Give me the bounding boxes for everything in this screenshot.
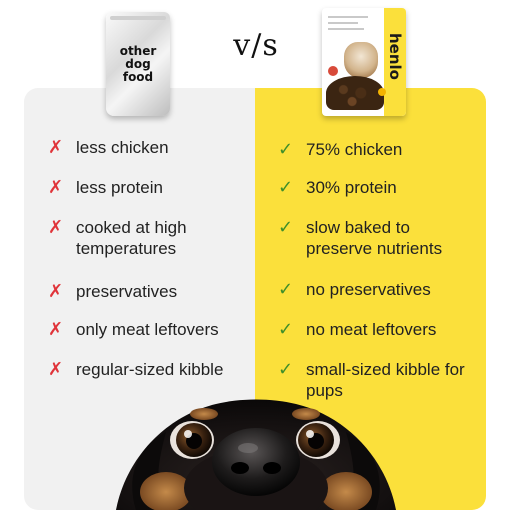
other-item: regular-sized kibble xyxy=(76,360,224,379)
henlo-item: no meat leftovers xyxy=(306,320,437,339)
cross-icon: ✗ xyxy=(48,177,64,198)
cross-icon: ✗ xyxy=(48,137,64,158)
bag-kibble-image xyxy=(326,76,384,110)
henlo-brand-logo: henlo xyxy=(386,32,404,80)
other-item: preservatives xyxy=(76,282,178,301)
other-item: less chicken xyxy=(76,138,169,157)
check-icon: ✓ xyxy=(278,359,294,380)
check-icon: ✓ xyxy=(278,139,294,160)
henlo-item: small-sized kibble for pups xyxy=(306,360,465,400)
bag-fruit-image xyxy=(378,88,386,96)
cross-icon: ✗ xyxy=(48,281,64,302)
other-dog-food-bag: other dog food xyxy=(106,12,170,116)
other-item: only meat leftovers xyxy=(76,320,219,339)
comparison-panel xyxy=(24,88,486,510)
check-icon: ✓ xyxy=(278,177,294,198)
check-icon: ✓ xyxy=(278,279,294,300)
bag-text-line xyxy=(328,28,364,30)
cross-icon: ✗ xyxy=(48,217,64,238)
dog-face-photo xyxy=(116,399,396,510)
henlo-food-bag: henlo xyxy=(322,8,406,116)
dog-nose xyxy=(212,428,300,496)
henlo-item: slow baked to preserve nutrients xyxy=(306,218,443,258)
cross-icon: ✗ xyxy=(48,359,64,380)
vs-label: v/s xyxy=(233,28,279,63)
bag-fruit-image xyxy=(328,66,338,76)
bag-text-line xyxy=(328,16,368,18)
bag-dog-image xyxy=(344,42,378,78)
bag-yellow-stripe xyxy=(384,8,406,116)
other-bag-label: other dog food xyxy=(119,43,157,84)
henlo-item: 75% chicken xyxy=(306,140,403,159)
check-icon: ✓ xyxy=(278,319,294,340)
henlo-item: no preservatives xyxy=(306,280,431,299)
cross-icon: ✗ xyxy=(48,319,64,340)
bag-text-line xyxy=(328,22,358,24)
other-item: cooked at high temperatures xyxy=(76,218,187,258)
check-icon: ✓ xyxy=(278,217,294,238)
henlo-item: 30% protein xyxy=(306,178,397,197)
other-item: less protein xyxy=(76,178,163,197)
